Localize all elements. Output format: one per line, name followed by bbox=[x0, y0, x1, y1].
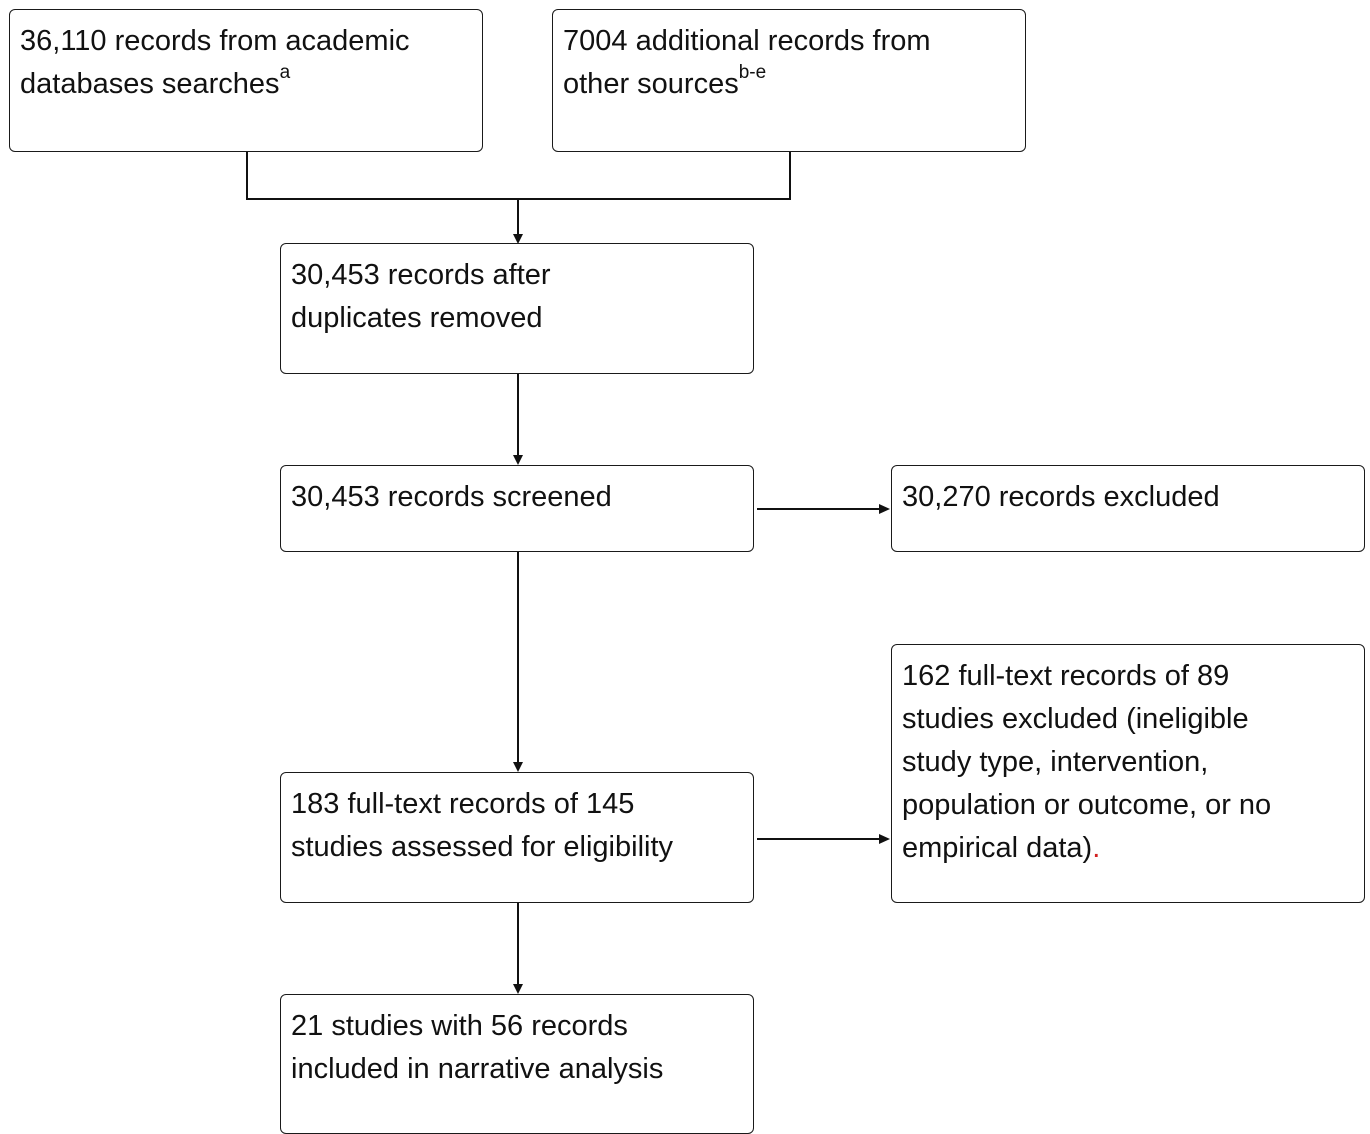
fulltext-assessed-line2: studies assessed for eligibility bbox=[291, 831, 674, 863]
other-records-box: 7004 additional records from other sourc… bbox=[552, 9, 1026, 152]
fulltext-excluded-line5: empirical data) bbox=[902, 832, 1093, 864]
academic-records-line1: 36,110 records from academic bbox=[20, 25, 410, 57]
screened-line1: 30,453 records screened bbox=[291, 481, 612, 513]
arrowhead-to-screened bbox=[513, 455, 523, 465]
fulltext-excluded-line2: studies excluded (ineligible bbox=[902, 703, 1249, 735]
fulltext-excluded-line3: study type, intervention, bbox=[902, 746, 1209, 778]
fulltext-assessed-box: 183 full-text records of 145 studies ass… bbox=[280, 772, 754, 903]
included-line2: included in narrative analysis bbox=[291, 1053, 664, 1085]
other-records-line2: other sources bbox=[563, 68, 739, 100]
fulltext-excluded-box: 162 full-text records of 89 studies excl… bbox=[891, 644, 1365, 903]
excluded-screening-box: 30,270 records excluded bbox=[891, 465, 1365, 552]
other-records-line1: 7004 additional records from bbox=[563, 25, 931, 57]
other-records-footnote: b-e bbox=[738, 62, 767, 84]
excluded-screening-line1: 30,270 records excluded bbox=[902, 481, 1220, 513]
academic-records-box: 36,110 records from academic databases s… bbox=[9, 9, 483, 152]
deduplicated-line2: duplicates removed bbox=[291, 302, 543, 334]
fulltext-excluded-line4: population or outcome, or no bbox=[902, 789, 1272, 821]
fulltext-excluded-line1: 162 full-text records of 89 bbox=[902, 660, 1230, 692]
arrowhead-to-included bbox=[513, 984, 523, 994]
edit-mark: . bbox=[1092, 832, 1101, 864]
arrowhead-to-excluded bbox=[879, 504, 890, 514]
academic-records-footnote: a bbox=[279, 62, 291, 84]
fulltext-assessed-line1: 183 full-text records of 145 bbox=[291, 788, 635, 820]
academic-records-line2: databases searches bbox=[20, 68, 280, 100]
arrowhead-to-fulltext-excluded bbox=[879, 834, 890, 844]
arrowhead-to-fulltext bbox=[513, 762, 523, 772]
screened-box: 30,453 records screened bbox=[280, 465, 754, 552]
deduplicated-box: 30,453 records after duplicates removed bbox=[280, 243, 754, 374]
included-box: 21 studies with 56 records included in n… bbox=[280, 994, 754, 1134]
included-line1: 21 studies with 56 records bbox=[291, 1010, 628, 1042]
deduplicated-line1: 30,453 records after bbox=[291, 259, 551, 291]
